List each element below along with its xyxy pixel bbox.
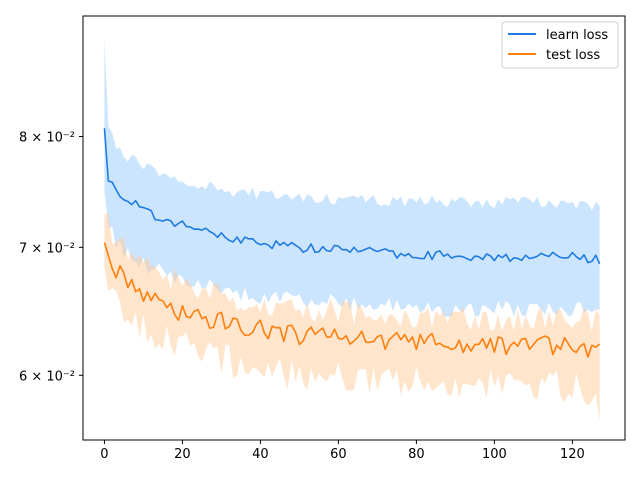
x-tick-label: 40 <box>252 447 269 462</box>
axes-frame <box>82 15 626 441</box>
line-learn-loss <box>103 128 601 265</box>
x-tick-label: 120 <box>560 447 585 462</box>
confidence-bands <box>104 38 600 422</box>
band-learn-loss <box>104 38 600 317</box>
x-tick-label: 80 <box>408 447 425 462</box>
band-test-loss <box>104 212 600 422</box>
series-lines <box>103 128 601 358</box>
legend-label-test-loss: test loss <box>546 48 600 63</box>
x-axis: 0 20 40 60 80 100 120 <box>100 440 585 462</box>
y-tick-label: 6 × 10⁻² <box>19 369 75 384</box>
y-tick-label: 8 × 10⁻² <box>19 131 75 146</box>
x-tick-label: 0 <box>100 447 108 462</box>
line-test-loss <box>103 242 601 358</box>
x-tick-label: 20 <box>174 447 191 462</box>
y-tick-label: 7 × 10⁻² <box>19 241 75 256</box>
legend-label-learn-loss: learn loss <box>546 28 608 43</box>
x-tick-label: 60 <box>330 447 347 462</box>
x-tick-label: 100 <box>482 447 507 462</box>
legend: learn loss test loss <box>501 21 619 69</box>
y-axis: 8 × 10⁻² 7 × 10⁻² 6 × 10⁻² <box>19 131 83 384</box>
